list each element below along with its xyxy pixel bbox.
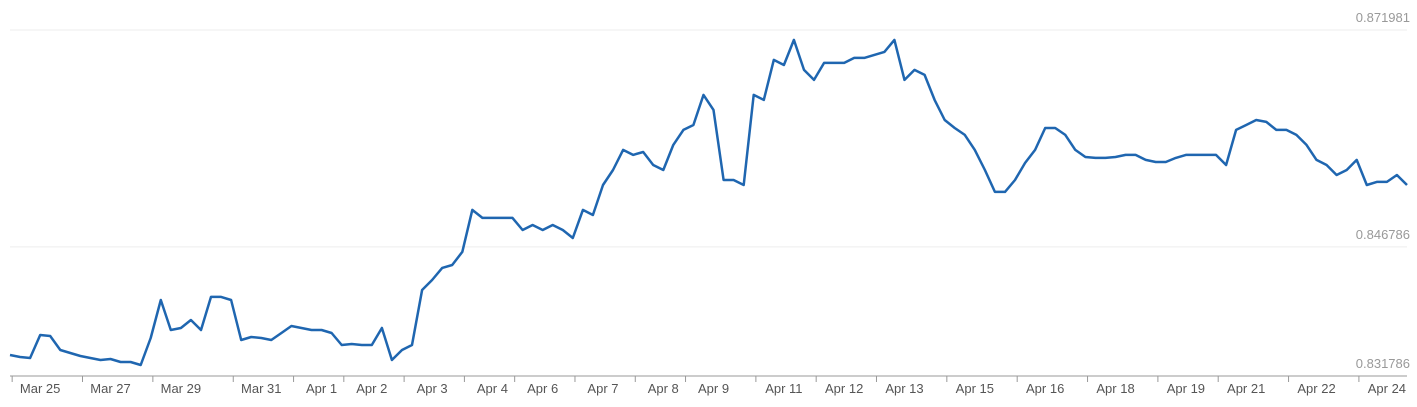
x-tick-label: Apr 3	[417, 381, 448, 396]
x-tick-label: Apr 8	[648, 381, 679, 396]
x-tick-label: Apr 16	[1026, 381, 1064, 396]
x-tick-label: Apr 12	[825, 381, 863, 396]
data-line	[9, 38, 1408, 367]
x-tick-label: Apr 4	[477, 381, 508, 396]
x-tick-label: Apr 24	[1368, 381, 1406, 396]
y-tick-label: 0.871981	[1356, 10, 1410, 25]
x-tick-label: Apr 7	[587, 381, 618, 396]
y-tick-label: 0.846786	[1356, 227, 1410, 242]
x-tick-label: Apr 15	[956, 381, 994, 396]
x-tick-label: Mar 31	[241, 381, 281, 396]
x-tick-label: Apr 6	[527, 381, 558, 396]
x-tick-label: Apr 2	[356, 381, 387, 396]
x-tick-label: Apr 18	[1096, 381, 1134, 396]
y-tick-label: 0.831786	[1356, 356, 1410, 371]
x-tick-label: Apr 11	[765, 381, 802, 396]
x-tick-label: Mar 25	[20, 381, 60, 396]
x-tick-label: Mar 29	[161, 381, 201, 396]
x-tick-label: Apr 22	[1297, 381, 1335, 396]
x-tick-label: Apr 9	[698, 381, 729, 396]
x-tick-label: Apr 13	[885, 381, 923, 396]
x-tick-label: Apr 1	[306, 381, 337, 396]
x-tick-label: Apr 19	[1167, 381, 1205, 396]
x-tick-label: Apr 21	[1227, 381, 1265, 396]
x-tick-label: Mar 27	[90, 381, 130, 396]
